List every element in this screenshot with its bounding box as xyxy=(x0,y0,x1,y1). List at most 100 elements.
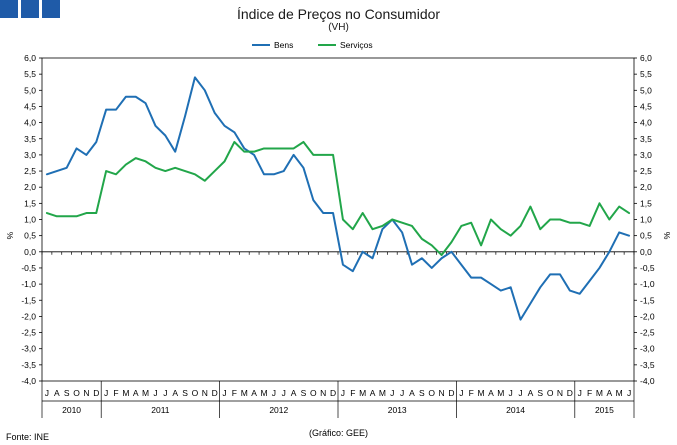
y-tick-label-left: -3,0 xyxy=(21,344,36,354)
logo-square xyxy=(0,0,18,18)
month-label: F xyxy=(232,388,237,398)
y-tick-label-left: 5,0 xyxy=(24,85,36,95)
y-tick-label-left: 1,0 xyxy=(24,215,36,225)
month-label: M xyxy=(497,388,504,398)
month-label: F xyxy=(469,388,474,398)
y-tick-label-right: 3,0 xyxy=(640,150,652,160)
y-axis-label-left: % xyxy=(5,231,15,239)
month-label: J xyxy=(627,388,631,398)
month-label: A xyxy=(133,388,139,398)
month-label: J xyxy=(518,388,522,398)
logo-square xyxy=(42,0,60,18)
y-tick-label-right: 2,5 xyxy=(640,166,652,176)
month-label: A xyxy=(172,388,178,398)
y-tick-label-left: 1,5 xyxy=(24,198,36,208)
y-tick-label-right: 4,0 xyxy=(640,118,652,128)
logo-square xyxy=(21,0,39,18)
month-label: A xyxy=(370,388,376,398)
month-label: N xyxy=(83,388,89,398)
month-label: A xyxy=(606,388,612,398)
y-tick-label-right: 2,0 xyxy=(640,182,652,192)
y-tick-label-left: 3,5 xyxy=(24,134,36,144)
y-tick-label-right: 1,0 xyxy=(640,215,652,225)
month-label: N xyxy=(439,388,445,398)
month-label: J xyxy=(390,388,394,398)
y-tick-label-right: 5,5 xyxy=(640,69,652,79)
month-label: D xyxy=(330,388,336,398)
month-label: J xyxy=(153,388,157,398)
y-tick-label-right: -2,0 xyxy=(640,311,655,321)
month-label: A xyxy=(54,388,60,398)
y-tick-label-left: 4,0 xyxy=(24,118,36,128)
source-note: Fonte: INE xyxy=(6,432,50,442)
y-tick-label-left: -0,5 xyxy=(21,263,36,273)
month-label: D xyxy=(212,388,218,398)
month-label: J xyxy=(400,388,404,398)
y-tick-label-left: -1,5 xyxy=(21,295,36,305)
plot-frame xyxy=(41,57,635,382)
y-tick-label-right: -4,0 xyxy=(640,376,655,386)
y-tick-label-right: 5,0 xyxy=(640,85,652,95)
month-label: J xyxy=(578,388,582,398)
y-tick-label-right: 4,5 xyxy=(640,101,652,111)
y-tick-label-right: 6,0 xyxy=(640,53,652,63)
y-tick-label-left: 6,0 xyxy=(24,53,36,63)
y-axis-label-right: % xyxy=(662,232,672,240)
y-tick-label-left: -2,5 xyxy=(21,328,36,338)
month-label: J xyxy=(509,388,513,398)
month-label: M xyxy=(478,388,485,398)
month-label: J xyxy=(163,388,167,398)
y-tick-label-left: -4,0 xyxy=(21,376,36,386)
y-tick-label-left: -2,0 xyxy=(21,311,36,321)
month-label: O xyxy=(428,388,435,398)
year-label: 2015 xyxy=(595,405,614,415)
y-tick-label-left: 5,5 xyxy=(24,69,36,79)
month-label: J xyxy=(45,388,49,398)
y-tick-label-left: -3,5 xyxy=(21,360,36,370)
month-label: A xyxy=(488,388,494,398)
month-label: N xyxy=(202,388,208,398)
y-tick-label-right: 1,5 xyxy=(640,198,652,208)
month-label: F xyxy=(587,388,592,398)
month-label: A xyxy=(251,388,257,398)
month-label: F xyxy=(350,388,355,398)
month-label: A xyxy=(291,388,297,398)
month-label: J xyxy=(104,388,108,398)
month-label: J xyxy=(282,388,286,398)
month-label: S xyxy=(419,388,425,398)
y-tick-label-left: 2,0 xyxy=(24,182,36,192)
chart-subtitle: (VH) xyxy=(328,22,349,33)
month-label: A xyxy=(409,388,415,398)
y-tick-label-right: 0,0 xyxy=(640,247,652,257)
month-label: J xyxy=(222,388,226,398)
legend-label-servicos: Serviços xyxy=(340,40,373,50)
month-label: N xyxy=(320,388,326,398)
month-label: M xyxy=(142,388,149,398)
month-label: M xyxy=(616,388,623,398)
y-tick-label-right: -1,5 xyxy=(640,295,655,305)
y-tick-label-right: 0,5 xyxy=(640,231,652,241)
month-label: D xyxy=(448,388,454,398)
month-label: M xyxy=(359,388,366,398)
year-label: 2012 xyxy=(269,405,288,415)
y-tick-label-right: -1,0 xyxy=(640,279,655,289)
month-label: O xyxy=(73,388,80,398)
y-tick-label-left: 3,0 xyxy=(24,150,36,160)
month-label: O xyxy=(547,388,554,398)
month-label: M xyxy=(122,388,129,398)
y-tick-label-right: 3,5 xyxy=(640,134,652,144)
year-label: 2011 xyxy=(151,405,170,415)
y-tick-label-left: 0,5 xyxy=(24,231,36,241)
month-label: A xyxy=(528,388,534,398)
legend-label-bens: Bens xyxy=(274,40,293,50)
month-label: M xyxy=(260,388,267,398)
month-label: O xyxy=(310,388,317,398)
month-label: M xyxy=(379,388,386,398)
series-line-servicos xyxy=(45,140,631,257)
y-tick-label-left: -1,0 xyxy=(21,279,36,289)
month-label: M xyxy=(596,388,603,398)
year-label: 2014 xyxy=(506,405,525,415)
y-tick-label-left: 0,0 xyxy=(24,247,36,257)
y-tick-label-left: 4,5 xyxy=(24,101,36,111)
